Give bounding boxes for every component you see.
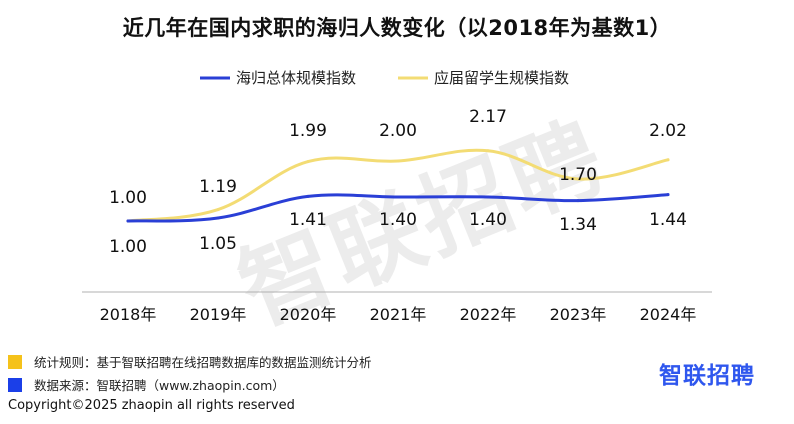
brand-logo: 智联招聘	[659, 363, 755, 389]
value-label-yellow-1: 1.19	[199, 177, 237, 197]
value-label-yellow-2: 1.99	[289, 121, 327, 141]
value-label-yellow-4: 2.17	[469, 107, 507, 127]
x-tick-label-1: 2019年	[190, 305, 247, 324]
footnote-source-text: 数据来源：智联招聘（www.zhaopin.com）	[34, 378, 285, 393]
footnote-source-swatch	[8, 377, 22, 392]
point-yellow-5	[576, 177, 580, 181]
point-yellow-6	[666, 158, 670, 162]
value-label-blue-1: 1.05	[199, 234, 237, 254]
value-label-yellow-0: 1.00	[109, 188, 147, 208]
x-tick-label-6: 2024年	[640, 305, 697, 324]
point-blue-4	[486, 195, 490, 199]
legend: 海归总体规模指数 应届留学生规模指数	[200, 69, 569, 87]
point-blue-3	[396, 195, 400, 199]
point-blue-2	[306, 194, 310, 198]
value-label-blue-4: 1.40	[469, 210, 507, 230]
footnote-rule-swatch	[8, 354, 22, 369]
x-tick-label-0: 2018年	[100, 305, 157, 324]
x-tick-label-4: 2022年	[460, 305, 517, 324]
value-label-blue-0: 1.00	[109, 237, 147, 257]
copyright-text: Copyright©2025 zhaopin all rights reserv…	[8, 398, 295, 413]
x-tick-label-5: 2023年	[550, 305, 607, 324]
point-blue-0	[126, 219, 130, 223]
value-label-blue-3: 1.40	[379, 210, 417, 230]
value-label-yellow-3: 2.00	[379, 121, 417, 141]
footnote-source: 数据来源：智联招聘（www.zhaopin.com）	[8, 375, 285, 394]
point-yellow-4	[486, 149, 490, 153]
point-yellow-1	[216, 208, 220, 212]
value-label-blue-2: 1.41	[289, 210, 327, 230]
value-label-yellow-5: 1.70	[559, 165, 597, 185]
footnote-rule-text: 统计规则：基于智联招聘在线招聘数据库的数据监测统计分析	[34, 355, 372, 370]
point-yellow-3	[396, 159, 400, 163]
value-label-blue-5: 1.34	[559, 215, 597, 235]
legend-label-yellow: 应届留学生规模指数	[434, 69, 569, 87]
value-label-layer: 1.00 1.19 1.99 2.00 2.17 1.70 2.02 1.00 1.05 1.41…	[109, 107, 687, 257]
point-blue-5	[576, 199, 580, 203]
x-tick-label-2: 2020年	[280, 305, 337, 324]
footnote-rule: 统计规则：基于智联招聘在线招聘数据库的数据监测统计分析	[8, 352, 372, 371]
point-blue-1	[216, 216, 220, 220]
x-tick-layer: 2018年 2019年 2020年 2021年 2022年 2023年 2024年	[100, 305, 697, 324]
value-label-yellow-6: 2.02	[649, 121, 687, 141]
point-blue-6	[666, 193, 670, 197]
line-chart: 海归总体规模指数 应届留学生规模指数 1.001.191.99 2.002.171…	[82, 69, 712, 324]
series-layer	[126, 148, 670, 223]
point-yellow-2	[306, 160, 310, 164]
value-label-blue-6: 1.44	[649, 210, 687, 230]
legend-label-blue: 海归总体规模指数	[236, 69, 356, 87]
x-tick-label-3: 2021年	[370, 305, 427, 324]
chart-title: 近几年在国内求职的海归人数变化（以2018年为基数1）	[122, 16, 672, 40]
